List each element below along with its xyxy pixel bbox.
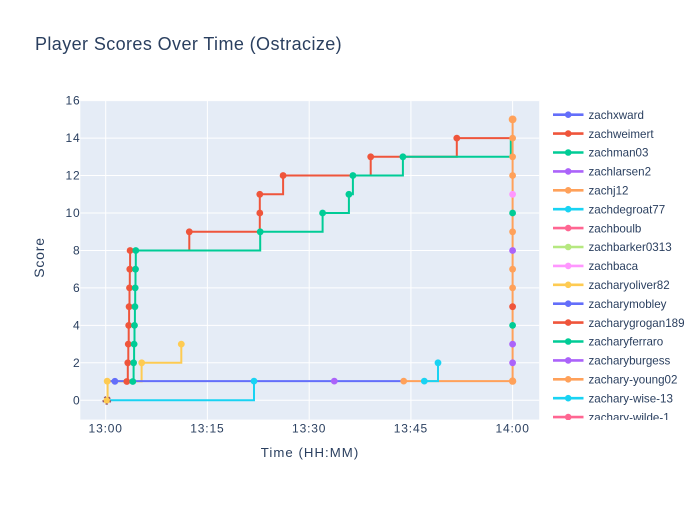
svg-text:Player Scores Over Time (Ostra: Player Scores Over Time (Ostracize) (35, 34, 342, 54)
svg-text:zacharymobley: zacharymobley (589, 298, 667, 311)
svg-text:2: 2 (73, 356, 81, 370)
svg-text:zachbaca: zachbaca (589, 260, 639, 273)
svg-text:12: 12 (65, 169, 80, 183)
svg-text:zachbarker0313: zachbarker0313 (589, 241, 672, 254)
svg-text:Score: Score (31, 237, 47, 278)
svg-text:zachary-wise-13: zachary-wise-13 (589, 392, 673, 405)
svg-text:zacharyburgess: zacharyburgess (589, 355, 671, 368)
svg-text:13:45: 13:45 (394, 422, 428, 436)
svg-text:4: 4 (73, 318, 81, 332)
svg-text:6: 6 (73, 281, 81, 295)
svg-text:Time (HH:MM): Time (HH:MM) (261, 445, 360, 460)
svg-text:8: 8 (73, 244, 81, 258)
svg-text:13:15: 13:15 (190, 422, 224, 436)
svg-text:zachweimert: zachweimert (589, 128, 655, 141)
svg-text:zacharyoliver82: zacharyoliver82 (589, 279, 670, 292)
svg-text:0: 0 (73, 393, 81, 407)
svg-text:zacharyferraro: zacharyferraro (589, 336, 664, 349)
svg-text:zacharygrogan189: zacharygrogan189 (589, 317, 685, 330)
svg-text:13:00: 13:00 (89, 422, 123, 436)
svg-text:zachdegroat77: zachdegroat77 (589, 203, 666, 216)
svg-text:zachj12: zachj12 (589, 185, 629, 198)
svg-text:zachary-young02: zachary-young02 (589, 374, 678, 387)
svg-text:zachxward: zachxward (589, 109, 644, 122)
svg-text:zachboulb: zachboulb (589, 222, 642, 235)
svg-text:14: 14 (65, 131, 80, 145)
svg-text:13:30: 13:30 (292, 422, 326, 436)
svg-text:zachlarsen2: zachlarsen2 (589, 166, 652, 179)
svg-text:16: 16 (65, 94, 80, 108)
svg-text:10: 10 (65, 206, 80, 220)
svg-text:zachman03: zachman03 (589, 147, 649, 160)
svg-text:14:00: 14:00 (495, 422, 529, 436)
svg-text:zachary-wilde-1: zachary-wilde-1 (589, 411, 670, 424)
